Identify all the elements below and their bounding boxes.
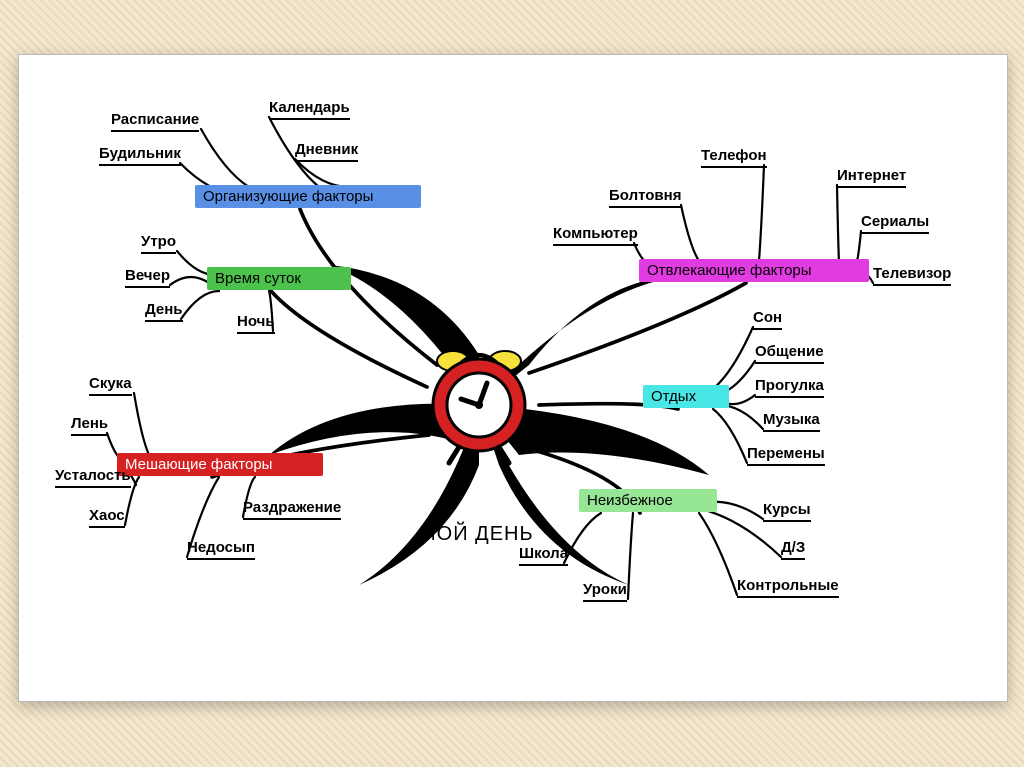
leaf-hindering-4: Раздражение <box>243 499 341 520</box>
branch-time-of-day: Время суток <box>207 267 351 290</box>
leaf-time-of-day-3: Ночь <box>237 313 275 334</box>
leaf-hindering-3: Хаос <box>89 507 125 528</box>
leaf-time-of-day-1: Вечер <box>125 267 170 288</box>
leaf-distracting-2: Телефон <box>701 147 767 168</box>
leaf-organizing-0: Расписание <box>111 111 199 132</box>
branch-hindering: Мешающие факторы <box>117 453 323 476</box>
branch-distracting: Отвлекающие факторы <box>639 259 869 282</box>
branch-rest: Отдых <box>643 385 729 408</box>
leaf-distracting-0: Компьютер <box>553 225 638 246</box>
leaf-inevitable-3: Д/З <box>781 539 805 560</box>
leaf-inevitable-2: Курсы <box>763 501 811 522</box>
leaf-hindering-2: Усталость <box>55 467 131 488</box>
leaf-inevitable-0: Школа <box>519 545 568 566</box>
leaf-organizing-2: Календарь <box>269 99 350 120</box>
leaf-rest-1: Общение <box>755 343 824 364</box>
leaf-rest-0: Сон <box>753 309 782 330</box>
leaf-rest-4: Перемены <box>747 445 825 466</box>
leaf-distracting-1: Болтовня <box>609 187 681 208</box>
mindmap-card: МОЙ ДЕНЬ Организующие факторы Расписание Б… <box>18 54 1008 702</box>
leaf-distracting-3: Интернет <box>837 167 906 188</box>
leaf-rest-2: Прогулка <box>755 377 824 398</box>
leaf-organizing-1: Будильник <box>99 145 181 166</box>
branch-organizing: Организующие факторы <box>195 185 421 208</box>
leaf-hindering-5: Недосып <box>187 539 255 560</box>
branch-inevitable: Неизбежное <box>579 489 717 512</box>
leaf-time-of-day-2: День <box>145 301 183 322</box>
leaf-organizing-3: Дневник <box>295 141 358 162</box>
leaf-rest-3: Музыка <box>763 411 820 432</box>
leaf-hindering-1: Лень <box>71 415 108 436</box>
leaf-distracting-4: Сериалы <box>861 213 929 234</box>
leaf-distracting-5: Телевизор <box>873 265 951 286</box>
leaf-inevitable-4: Контрольные <box>737 577 839 598</box>
leaf-time-of-day-0: Утро <box>141 233 176 254</box>
leaf-hindering-0: Скука <box>89 375 132 396</box>
center-title: МОЙ ДЕНЬ <box>419 523 534 546</box>
mindmap-canvas: МОЙ ДЕНЬ Организующие факторы Расписание Б… <box>19 55 1007 701</box>
leaf-inevitable-1: Уроки <box>583 581 627 602</box>
